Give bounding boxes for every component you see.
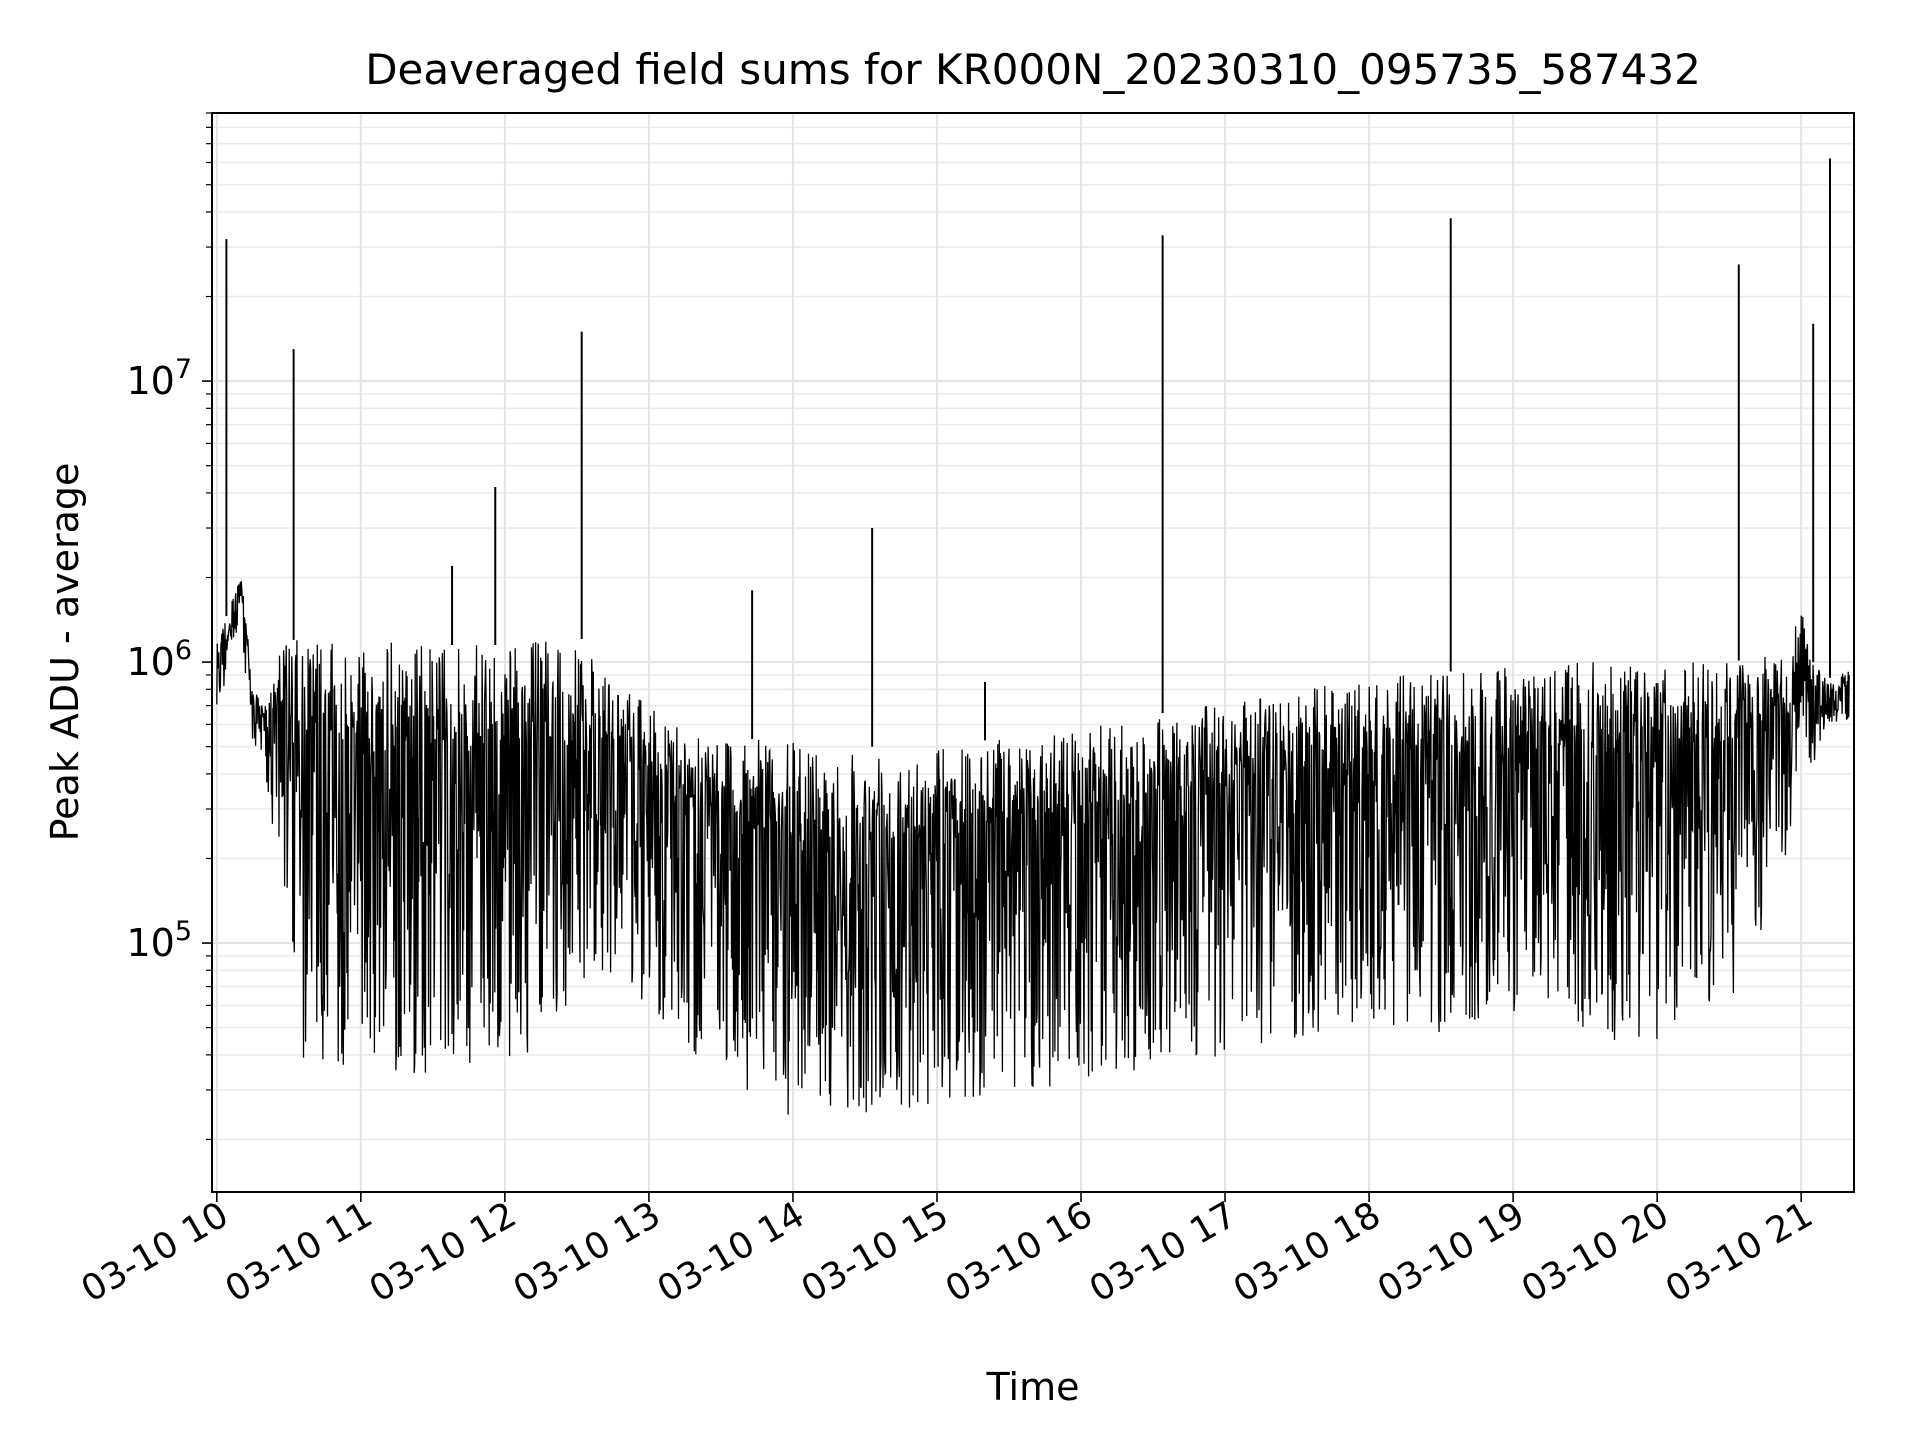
y-tick-label: 107	[126, 354, 192, 403]
series-line	[216, 581, 1850, 1115]
y-axis-label: Peak ADU - average	[43, 463, 87, 842]
x-axis-label: Time	[986, 1365, 1080, 1409]
y-tick-label: 105	[126, 916, 192, 965]
y-tick-label: 106	[126, 635, 192, 684]
chart-title: Deaveraged field sums for KR000N_2023031…	[365, 45, 1701, 94]
data-series	[216, 158, 1850, 1115]
plot-frame	[211, 112, 1855, 1193]
